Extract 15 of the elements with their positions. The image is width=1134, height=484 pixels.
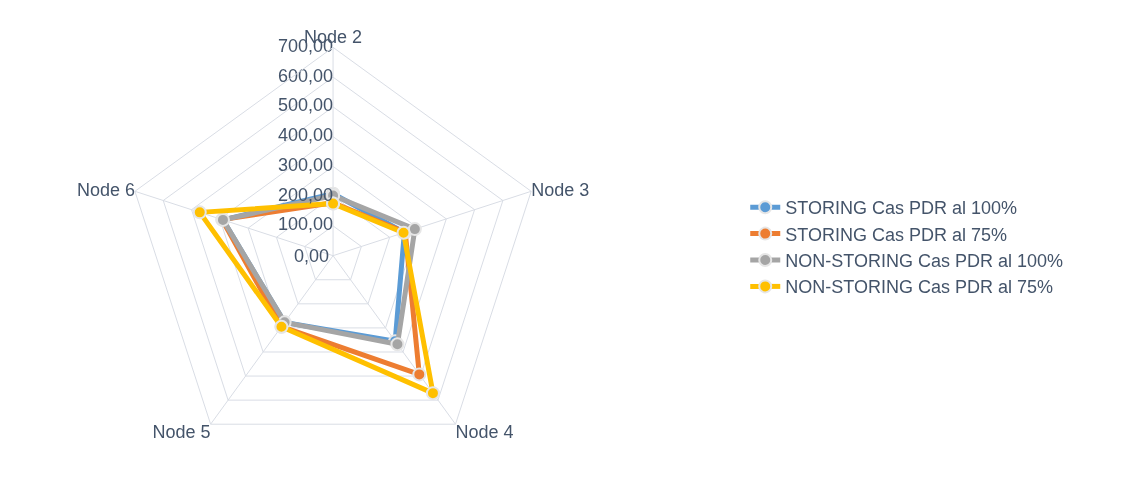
y-tick-label: 0,00 xyxy=(294,246,330,266)
y-tick-label: 600,00 xyxy=(278,65,334,86)
y-tick-label: 400,00 xyxy=(278,125,334,146)
y-tick-label: 300,00 xyxy=(278,154,334,175)
legend-label: STORING Cas PDR al 100% xyxy=(785,198,1017,219)
y-tick-label: 200,00 xyxy=(278,184,334,205)
y-tick-label: 100,00 xyxy=(278,214,334,235)
spoke-label: Node 4 xyxy=(455,421,514,442)
spoke-label: Node 6 xyxy=(76,179,135,200)
y-tick-label: 500,00 xyxy=(278,95,334,116)
spoke-label: Node 3 xyxy=(531,179,590,200)
spoke-label: Node 5 xyxy=(152,421,211,442)
legend-label: NON-STORING Cas PDR al 75% xyxy=(785,277,1053,298)
legend-label: NON-STORING Cas PDR al 100% xyxy=(785,251,1063,272)
legend-label: STORING Cas PDR al 75% xyxy=(785,224,1007,245)
